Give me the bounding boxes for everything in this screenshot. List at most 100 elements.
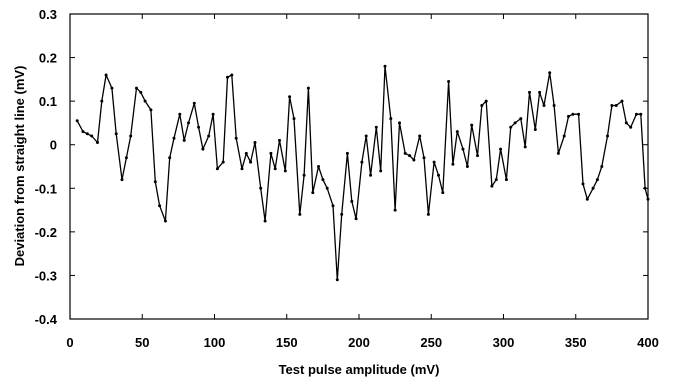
data-point <box>643 186 647 190</box>
data-point <box>591 186 595 190</box>
y-tick-label: 0.3 <box>39 7 57 22</box>
y-tick-label: 0.2 <box>39 51 57 66</box>
data-point <box>249 160 253 164</box>
data-point <box>178 112 182 116</box>
data-point <box>398 121 401 125</box>
y-tick-label: -0.2 <box>35 225 57 240</box>
data-point <box>81 130 85 134</box>
data-point <box>447 80 451 83</box>
data-point <box>90 134 94 138</box>
data-point <box>581 182 585 186</box>
x-tick-label: 0 <box>66 335 73 350</box>
data-point <box>509 125 513 129</box>
data-point <box>585 197 589 201</box>
data-point <box>129 134 133 138</box>
data-point <box>620 99 624 103</box>
data-point <box>163 219 167 223</box>
data-point <box>96 141 99 144</box>
data-point <box>350 199 354 203</box>
data-point <box>345 151 349 155</box>
data-point <box>292 117 296 121</box>
data-point <box>533 128 537 131</box>
data-point <box>494 178 498 182</box>
data-point <box>269 151 273 155</box>
data-point <box>379 169 383 173</box>
data-point <box>476 154 479 158</box>
data-point <box>403 151 407 155</box>
data-point <box>168 156 172 160</box>
plot-frame <box>69 13 649 320</box>
data-point <box>317 165 320 168</box>
x-tick-label: 200 <box>348 335 370 350</box>
x-tick-label: 350 <box>565 335 587 350</box>
data-point <box>412 158 416 162</box>
data-point <box>432 160 436 164</box>
data-point <box>340 212 344 216</box>
data-point <box>571 112 575 116</box>
data-point <box>253 141 257 144</box>
y-tick-label: 0.1 <box>39 94 57 109</box>
data-point <box>389 117 393 121</box>
data-point <box>646 197 650 201</box>
data-point <box>201 147 205 151</box>
data-point <box>538 90 542 94</box>
data-point <box>418 134 422 138</box>
data-point <box>192 101 196 105</box>
data-point <box>172 136 176 140</box>
data-point <box>552 104 556 107</box>
data-point <box>325 186 329 190</box>
data-point <box>211 112 215 116</box>
data-point <box>226 75 229 79</box>
data-point <box>143 99 147 103</box>
data-point <box>364 134 368 138</box>
data-point <box>484 99 488 103</box>
data-point <box>283 169 287 173</box>
y-tick-labels: -0.4 -0.3 -0.2 -0.1 0 0.1 0.2 0.3 <box>35 7 58 327</box>
data-point <box>542 104 546 107</box>
x-axis-title: Test pulse amplitude (mV) <box>279 362 440 377</box>
y-tick-label: -0.3 <box>35 268 57 283</box>
data-point <box>215 167 219 171</box>
data-point <box>624 121 628 125</box>
data-point <box>288 95 292 99</box>
data-point <box>393 208 397 212</box>
data-point <box>240 167 244 171</box>
data-point <box>639 112 643 116</box>
x-tick-label: 100 <box>204 335 226 350</box>
data-point <box>548 71 552 75</box>
data-point <box>383 64 387 68</box>
data-point <box>149 108 153 112</box>
data-point <box>606 134 609 138</box>
data-point <box>207 134 211 138</box>
data-point <box>197 125 201 129</box>
data-point <box>504 178 508 182</box>
data-point <box>610 104 614 107</box>
data-point <box>499 147 503 151</box>
data-point <box>562 134 566 138</box>
data-point <box>437 173 440 177</box>
data-point <box>311 191 315 195</box>
data-point <box>461 147 465 151</box>
data-point <box>577 112 581 116</box>
data-point <box>490 184 494 188</box>
data-point <box>110 86 114 90</box>
data-point <box>302 173 306 177</box>
data-point <box>135 86 138 90</box>
data-point <box>120 178 124 182</box>
data-point <box>331 204 335 208</box>
data-point <box>451 162 455 166</box>
data-point <box>629 125 633 129</box>
data-point <box>234 136 238 140</box>
data-point <box>114 132 118 136</box>
data-point <box>465 165 469 168</box>
data-point <box>273 167 277 171</box>
data-point <box>187 121 190 125</box>
data-point <box>182 138 186 142</box>
data-point <box>221 160 225 164</box>
y-tick-label: 0 <box>50 138 57 153</box>
data-point <box>374 125 378 129</box>
y-tick-label: -0.4 <box>35 312 58 327</box>
data-point <box>523 145 527 149</box>
data-point <box>75 119 79 123</box>
data-point <box>259 186 263 190</box>
